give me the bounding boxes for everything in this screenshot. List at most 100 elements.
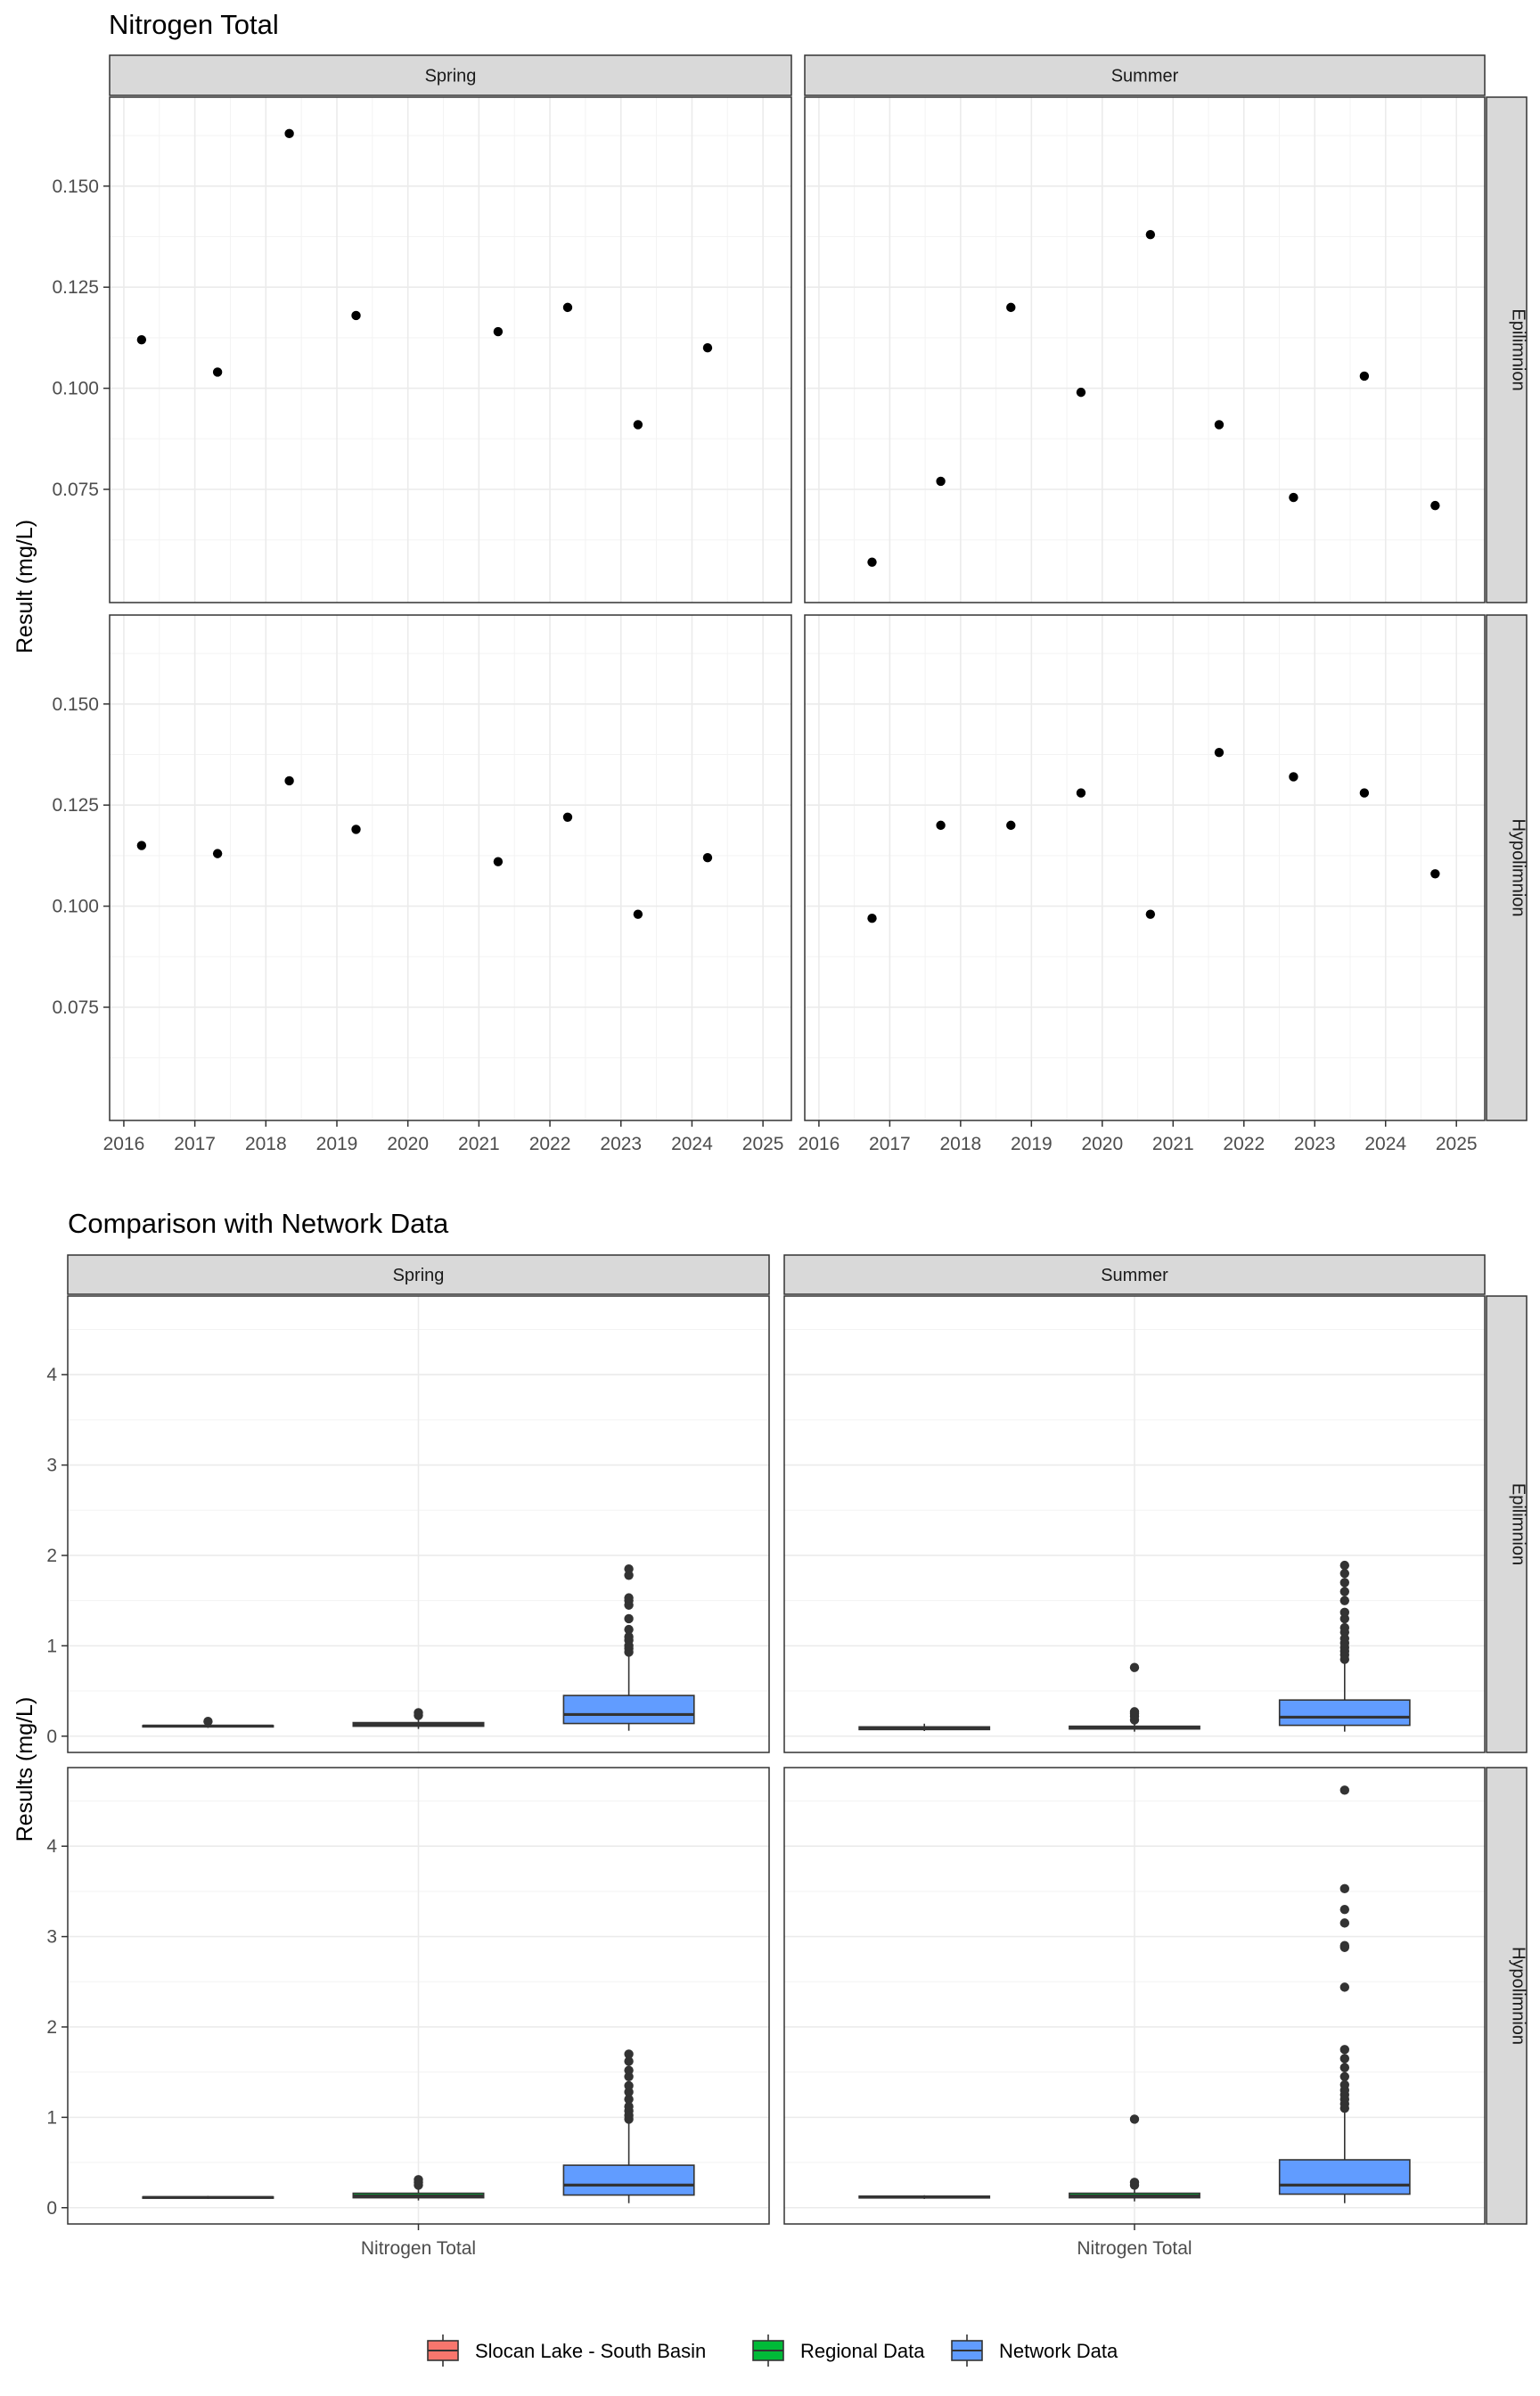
x-tick-label: 2022 <box>529 1134 571 1154</box>
panel-spring-epilimnion <box>67 1295 770 1753</box>
x-tick-label: 2020 <box>387 1134 429 1154</box>
data-point <box>1289 772 1298 782</box>
x-tick-label: Nitrogen Total <box>361 2238 476 2259</box>
panel-spring-epilimnion <box>109 96 792 603</box>
data-point <box>351 310 361 321</box>
outlier-point <box>1339 1941 1350 1950</box>
box-regional-data <box>1069 1662 1200 1732</box>
data-point <box>562 812 573 822</box>
data-point <box>1430 869 1440 879</box>
outlier-point <box>1339 1607 1350 1618</box>
network-comparison-boxplot-chart: Comparison with Network Data Results (mg… <box>12 1208 1528 2259</box>
outlier-point <box>203 1717 213 1727</box>
data-point <box>1006 820 1016 831</box>
y-tick-label: 0.100 <box>52 897 99 917</box>
data-point <box>1430 500 1440 511</box>
data-point <box>1359 788 1370 798</box>
outlier-point <box>624 2065 634 2075</box>
facet-strip-label: Hypolimnion <box>1509 1947 1528 2045</box>
data-point <box>351 825 361 834</box>
data-point <box>1359 371 1370 382</box>
y-tick-label: 0.075 <box>52 480 99 500</box>
x-tick-label: 2018 <box>245 1134 287 1154</box>
x-tick-label: 2018 <box>939 1134 981 1154</box>
outlier-point <box>1339 2072 1350 2081</box>
x-tick-label: 2017 <box>174 1134 216 1154</box>
facet-strip-summer <box>783 1254 1486 1295</box>
outlier-point <box>1339 1596 1350 1605</box>
box-slocan-lake-south-basin <box>858 1723 991 1731</box>
box-regional-data <box>1069 2114 1200 2202</box>
x-tick-label: 2021 <box>458 1134 500 1154</box>
outlier-point <box>1129 2114 1140 2124</box>
y-tick-label: 0.125 <box>52 795 99 816</box>
panel-background <box>110 615 791 1120</box>
x-tick-label: 2024 <box>1364 1134 1406 1154</box>
data-point <box>212 367 223 377</box>
panel-border <box>67 1295 770 1753</box>
box-regional-data <box>352 1708 485 1729</box>
data-point <box>1145 909 1156 919</box>
x-tick-label: 2019 <box>1011 1134 1053 1154</box>
outlier-point <box>624 1613 634 1624</box>
outlier-point <box>1339 1578 1350 1588</box>
outlier-point <box>624 2080 634 2091</box>
outlier-point <box>624 1563 634 1574</box>
data-point <box>936 476 946 487</box>
y-tick-label: 4 <box>46 1365 57 1385</box>
data-point <box>1145 230 1156 240</box>
facet-strip-epilimnion <box>1486 96 1528 603</box>
data-point <box>1006 302 1016 313</box>
box-slocan-lake-south-basin <box>858 2195 991 2199</box>
legend: Slocan Lake - South Basin Regional Data Ne… <box>427 2334 1118 2367</box>
x-tick-label: 2019 <box>316 1134 358 1154</box>
outlier-point <box>1339 2063 1350 2072</box>
outlier-point <box>1339 1982 1350 1992</box>
box-iqr <box>1278 2159 1411 2195</box>
nitrogen-total-scatter-chart: Nitrogen Total Result (mg/L) Spring Summe… <box>12 9 1528 1154</box>
data-point <box>493 857 504 866</box>
facet-strip-label: Summer <box>1111 67 1179 86</box>
upper-chart-title: Nitrogen Total <box>109 9 279 40</box>
x-tick-label: 2025 <box>1436 1134 1478 1154</box>
outlier-point <box>1339 1587 1350 1596</box>
y-tick-label: 0.125 <box>52 277 99 298</box>
outlier-point <box>624 1624 634 1635</box>
outlier-point <box>1339 1622 1350 1633</box>
box-slocan-lake-south-basin <box>142 1717 274 1728</box>
y-tick-label: 0 <box>46 1727 57 1747</box>
lower-y-axis-label: Results (mg/L) <box>12 1697 37 1842</box>
outlier-point <box>1339 1569 1350 1579</box>
facet-strip-label: Spring <box>393 1266 445 1285</box>
facet-strip-label: Epilimnion <box>1509 1483 1528 1565</box>
x-tick-label: 2022 <box>1223 1134 1265 1154</box>
data-point <box>633 909 643 919</box>
panel-border <box>109 614 792 1121</box>
data-point <box>136 841 147 850</box>
panel-summer-epilimnion <box>783 1295 1486 1753</box>
data-point <box>212 849 223 858</box>
data-point <box>493 326 504 337</box>
outlier-point <box>624 2101 634 2112</box>
x-tick-label: 2016 <box>103 1134 145 1154</box>
outlier-point <box>1339 1560 1350 1571</box>
y-tick-label: 0.075 <box>52 997 99 1018</box>
panel-background <box>805 97 1485 603</box>
outlier-point <box>1339 1883 1350 1894</box>
data-point <box>284 128 294 139</box>
box-iqr <box>562 2164 695 2196</box>
box-network-data <box>1278 1560 1411 1732</box>
y-tick-label: 0 <box>46 2198 57 2219</box>
outlier-point <box>1339 2054 1350 2064</box>
panel-summer-epilimnion <box>804 96 1486 603</box>
data-point <box>562 302 573 313</box>
facet-strip-label: Summer <box>1101 1266 1168 1285</box>
x-tick-label: Nitrogen Total <box>1077 2238 1192 2259</box>
outlier-point <box>1129 1707 1140 1717</box>
data-point <box>867 557 877 567</box>
facet-strip-summer <box>804 54 1486 96</box>
outlier-point <box>624 2049 634 2059</box>
panel-border <box>804 614 1486 1121</box>
legend-item-slocan-lake-south-basin: Slocan Lake - South Basin <box>427 2334 706 2367</box>
box-regional-data <box>352 2175 485 2201</box>
